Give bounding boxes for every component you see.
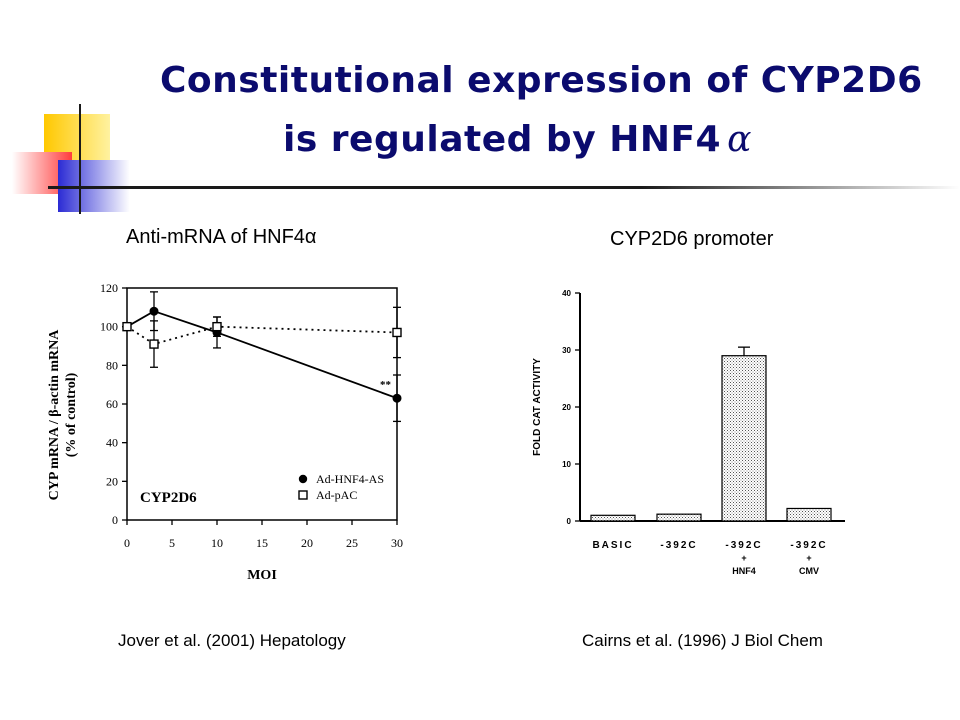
y-tick-label: 80: [106, 358, 118, 372]
category-label: BASIC: [592, 540, 633, 551]
category-label-plus: +: [741, 553, 746, 563]
data-point-series-2: [212, 321, 222, 332]
bar: [786, 507, 832, 522]
legend-marker-open-square: [298, 490, 308, 500]
y-axis-label: FOLD CAT ACTIVITY: [532, 358, 543, 456]
legend-label-series-1: Ad-HNF4-AS: [316, 472, 384, 486]
bar: [590, 514, 636, 522]
bar: [656, 513, 702, 522]
y-tick-label: 120: [100, 281, 118, 295]
data-point-series-1: [149, 306, 159, 316]
title-alpha: α: [727, 119, 752, 160]
category-label: -392C: [725, 540, 762, 551]
y-axis-label-line2: (% of control): [64, 372, 79, 457]
y-tick-label: 20: [562, 403, 571, 412]
y-tick-label: 0: [567, 517, 572, 526]
category-label: -392C: [660, 540, 697, 551]
y-tick-label: 40: [106, 436, 118, 450]
y-axis-label-line1: CYP mRNA / β-actin mRNA: [47, 329, 62, 501]
x-tick-label: 20: [301, 536, 313, 550]
chart-inner-label: CYP2D6: [140, 490, 197, 506]
data-point-series-2: [149, 339, 159, 349]
legend-marker-filled-circle: [298, 474, 308, 484]
series-line-2: [126, 325, 398, 346]
category-label-construct: CMV: [799, 566, 819, 576]
x-tick-label: 10: [211, 536, 223, 550]
title-line2-text: is regulated by HNF4: [283, 119, 722, 160]
left-panel-heading: Anti-mRNA of HNF4α: [126, 226, 317, 248]
significance-annotation: **: [380, 379, 392, 391]
title-underline: [48, 186, 960, 189]
data-point-series-2: [392, 327, 402, 338]
data-point-series-2: [122, 321, 132, 332]
category-label-plus: +: [806, 553, 811, 563]
right-citation: Cairns et al. (1996) J Biol Chem: [582, 631, 823, 650]
slide-title-line1: Constitutional expression of CYP2D6: [160, 60, 923, 101]
y-tick-label: 100: [100, 320, 118, 334]
bar: [721, 355, 767, 522]
legend-label-series-2: Ad-pAC: [316, 488, 357, 502]
x-tick-label: 30: [391, 536, 403, 550]
right-panel-heading: CYP2D6 promoter: [610, 228, 774, 250]
left-citation: Jover et al. (2001) Hepatology: [118, 631, 346, 650]
bar-chart: FOLD CAT ACTIVITY 0 10 20 30 40 BASIC -392C -3…: [532, 289, 845, 576]
deco-vertical-line: [79, 104, 81, 214]
x-tick-label: 0: [124, 536, 130, 550]
category-label-construct: HNF4: [732, 566, 756, 576]
x-tick-label: 25: [346, 536, 358, 550]
data-point-series-1: [392, 393, 402, 403]
x-axis-label: MOI: [247, 568, 277, 583]
series-line-1: [126, 310, 398, 400]
x-tick-label: 5: [169, 536, 175, 550]
slide-title-line2: is regulated by HNF4 α: [283, 119, 752, 160]
y-tick-label: 0: [112, 513, 118, 527]
x-tick-label: 15: [256, 536, 268, 550]
y-tick-label: 10: [562, 460, 571, 469]
line-chart: CYP mRNA / β-actin mRNA (% of control) 0…: [47, 281, 403, 583]
category-label: -392C: [790, 540, 827, 551]
y-tick-label: 30: [562, 346, 571, 355]
y-tick-label: 60: [106, 397, 118, 411]
y-tick-label: 40: [562, 289, 571, 298]
y-tick-label: 20: [106, 474, 118, 488]
